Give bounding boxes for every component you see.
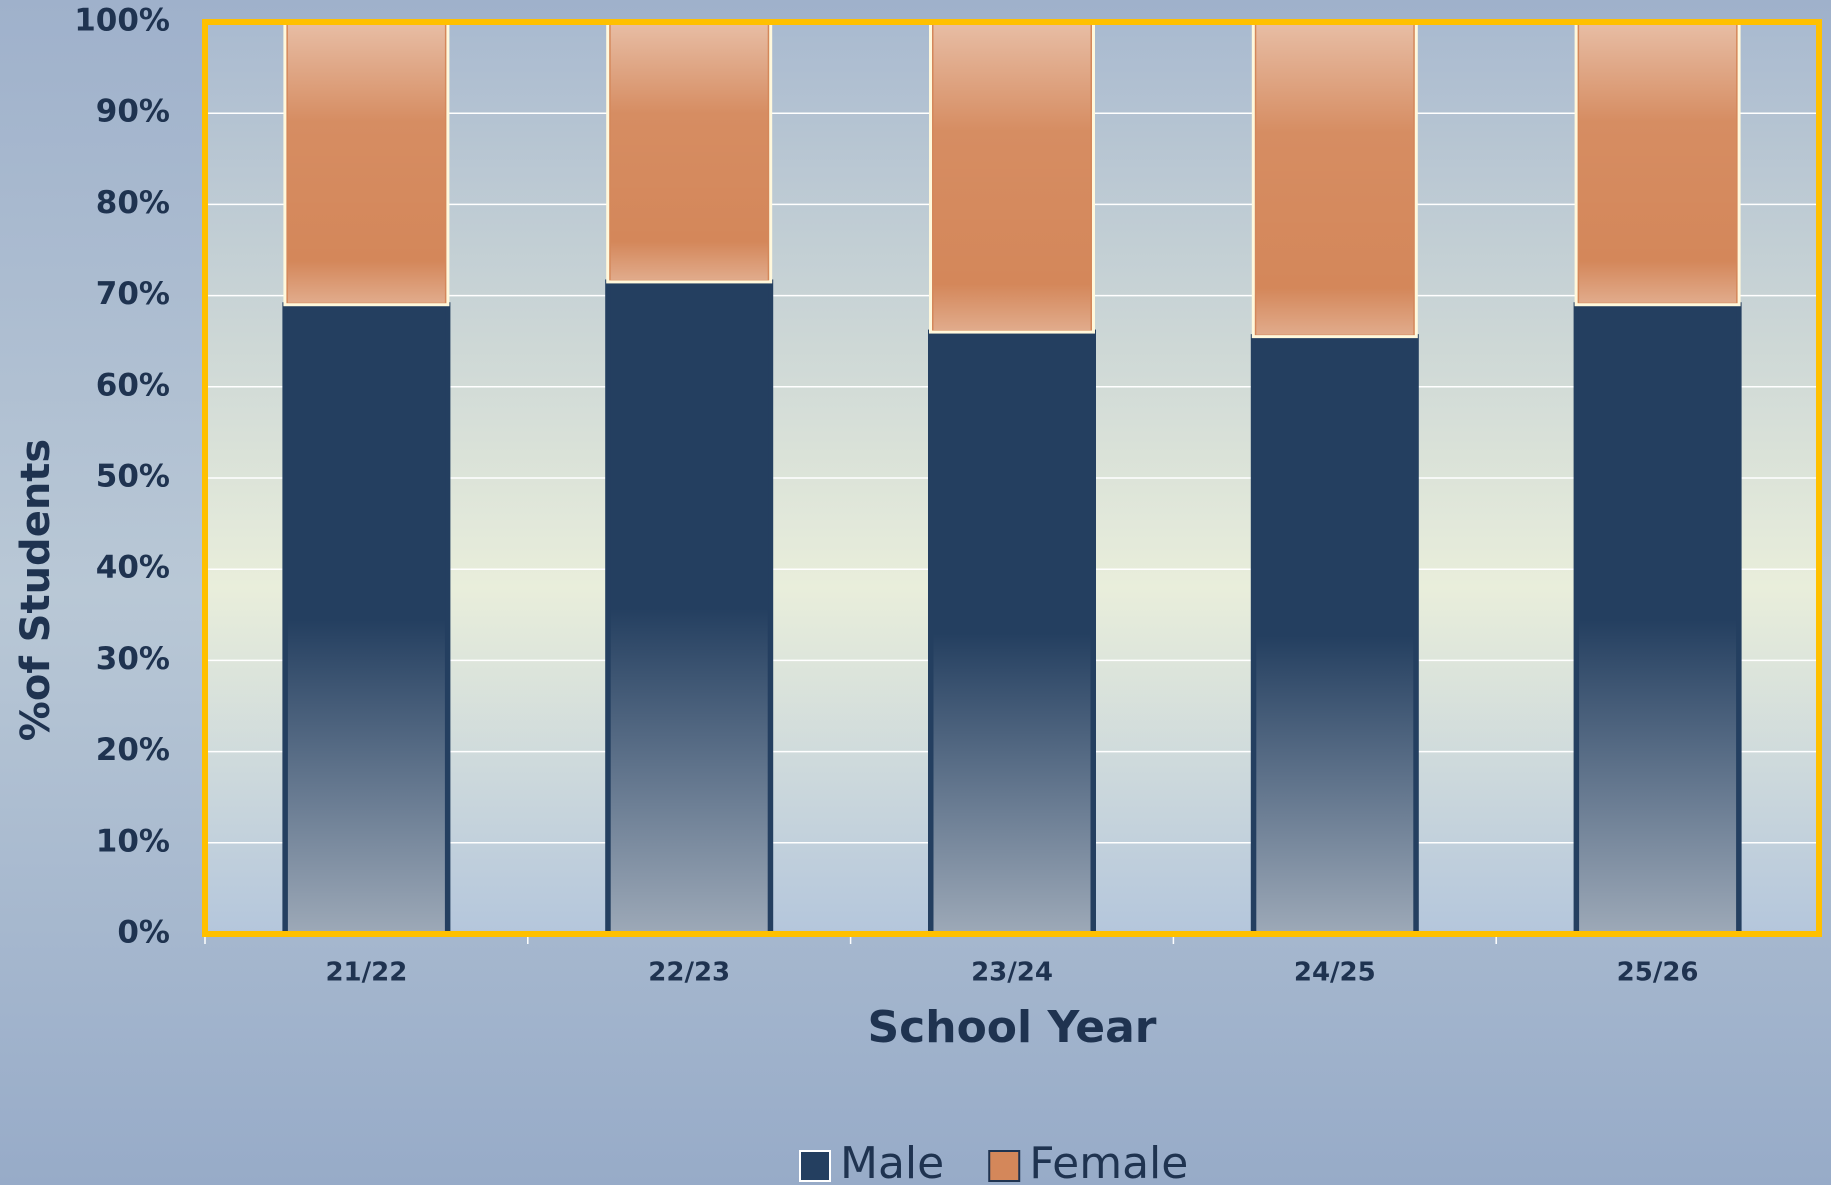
bar-shine xyxy=(933,334,1091,933)
y-tick-label: 90% xyxy=(96,94,170,130)
y-tick-label: 30% xyxy=(96,641,170,677)
y-axis-title: %of Students xyxy=(13,439,59,741)
bar-shine xyxy=(287,306,445,933)
legend-swatch xyxy=(988,1150,1021,1182)
bar-shine xyxy=(610,24,768,280)
bar-shine xyxy=(610,283,768,932)
bar-shine xyxy=(287,24,445,303)
y-tick-label: 0% xyxy=(117,915,170,951)
x-tick-label: 25/26 xyxy=(1617,958,1699,988)
bar-shine xyxy=(1256,338,1414,932)
y-tick-label: 80% xyxy=(96,185,170,221)
legend-label: Female xyxy=(1029,1138,1188,1185)
x-tick-label: 24/25 xyxy=(1294,958,1376,988)
y-tick-label: 100% xyxy=(74,3,170,39)
x-tick-label: 23/24 xyxy=(971,958,1053,988)
x-tick-label: 22/23 xyxy=(648,958,730,988)
y-tick-label: 10% xyxy=(96,823,170,859)
y-tick-label: 60% xyxy=(96,367,170,403)
bar-shine xyxy=(1579,306,1737,933)
bar-shine xyxy=(1256,24,1414,335)
y-tick-label: 20% xyxy=(96,732,170,768)
plot-border xyxy=(202,19,1822,937)
bar-shine xyxy=(1579,24,1737,303)
legend-swatch xyxy=(799,1150,831,1182)
x-tick-label: 21/22 xyxy=(325,958,407,988)
y-tick-label: 50% xyxy=(96,459,170,495)
bar-shine xyxy=(933,24,1091,331)
x-axis-title: School Year xyxy=(867,1002,1156,1053)
legend-label: Male xyxy=(840,1138,944,1185)
y-tick-label: 40% xyxy=(96,550,170,586)
y-tick-label: 70% xyxy=(96,276,170,312)
